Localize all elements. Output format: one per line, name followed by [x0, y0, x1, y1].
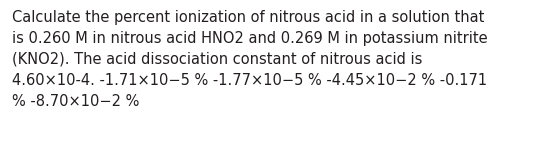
Text: % -8.70×10−2 %: % -8.70×10−2 %: [12, 94, 140, 109]
Text: Calculate the percent ionization of nitrous acid in a solution that: Calculate the percent ionization of nitr…: [12, 10, 484, 25]
Text: (KNO2). The acid dissociation constant of nitrous acid is: (KNO2). The acid dissociation constant o…: [12, 52, 422, 67]
Text: 4.60×10-4. -1.71×10−5 % -1.77×10−5 % -4.45×10−2 % -0.171: 4.60×10-4. -1.71×10−5 % -1.77×10−5 % -4.…: [12, 73, 487, 88]
Text: is 0.260 M in nitrous acid HNO2 and 0.269 M in potassium nitrite: is 0.260 M in nitrous acid HNO2 and 0.26…: [12, 31, 488, 46]
